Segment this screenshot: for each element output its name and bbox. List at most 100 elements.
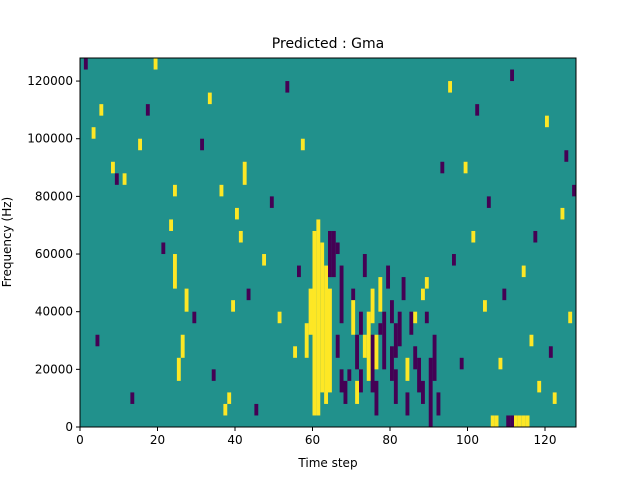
heatmap-cell <box>355 380 360 404</box>
heatmap-cell <box>409 311 414 335</box>
heatmap-cell <box>145 104 150 116</box>
heatmap-cell <box>285 81 290 93</box>
heatmap-cell <box>432 334 437 381</box>
heatmap-cell <box>200 138 205 151</box>
heatmap-cell <box>494 415 499 427</box>
heatmap-cell <box>486 196 491 208</box>
heatmap-cell <box>130 392 135 404</box>
heatmap-cell <box>502 288 507 301</box>
heatmap-cell <box>293 346 298 358</box>
x-tick-label: 20 <box>150 433 165 447</box>
heatmap-cell <box>397 311 402 347</box>
heatmap-cell <box>506 415 511 427</box>
heatmap-cell <box>448 81 453 93</box>
heatmap-cell <box>324 265 329 404</box>
heatmap-cell <box>219 184 224 197</box>
x-tick-label: 60 <box>305 433 320 447</box>
heatmap-cell <box>525 415 530 427</box>
heatmap-cell <box>99 104 104 116</box>
heatmap-cell <box>440 161 445 174</box>
heatmap-cell <box>393 323 398 358</box>
heatmap-cell <box>390 346 394 381</box>
heatmap-cell <box>359 311 363 335</box>
heatmap-cell <box>413 311 418 324</box>
heatmap-cell <box>339 265 344 324</box>
heatmap-cell <box>138 138 143 151</box>
heatmap-cell <box>471 230 476 243</box>
heatmap-cell <box>452 254 456 266</box>
heatmap-cell <box>386 265 391 289</box>
heatmap-cell <box>355 334 360 370</box>
heatmap-cell <box>316 219 321 416</box>
heatmap-cell <box>510 69 515 82</box>
heatmap-cell <box>339 369 344 393</box>
heatmap-cell <box>421 380 425 404</box>
heatmap-cell <box>362 334 367 358</box>
heatmap-cell <box>378 323 383 335</box>
heatmap-cell <box>374 380 379 416</box>
heatmap-cell <box>366 311 371 381</box>
y-tick-label: 60000 <box>35 247 73 261</box>
heatmap-cell <box>176 357 181 381</box>
heatmap-cell <box>417 357 422 393</box>
heatmap-cell <box>122 173 127 185</box>
heatmap-cell <box>413 346 418 370</box>
heatmap-cell <box>343 380 348 404</box>
heatmap-cell <box>483 300 487 312</box>
chart-title: Predicted : Gma <box>272 36 384 52</box>
heatmap-cell <box>238 230 243 243</box>
heatmap-cell <box>277 311 282 324</box>
heatmap-cell <box>211 369 216 381</box>
y-axis-ticks: 0 20000 40000 60000 80000 100000 120000 <box>27 74 80 434</box>
heatmap-cell <box>91 127 96 139</box>
heatmap-cell <box>262 254 267 266</box>
heatmap-cell <box>269 196 274 208</box>
heatmap-cell <box>246 288 251 301</box>
y-tick-label: 80000 <box>35 189 73 203</box>
heatmap-cell <box>475 104 480 116</box>
heatmap-cell <box>459 357 464 370</box>
heatmap-cell <box>374 334 379 370</box>
heatmap-cell <box>173 254 177 289</box>
heatmap-cell <box>390 300 394 324</box>
heatmap-cell <box>300 138 305 151</box>
x-tick-label: 40 <box>227 433 242 447</box>
heatmap-cell <box>328 288 332 393</box>
heatmap-cell <box>207 92 212 105</box>
heatmap-cell <box>568 311 573 324</box>
heatmap-cell <box>153 58 158 70</box>
heatmap-cell <box>95 334 100 347</box>
heatmap-cell <box>382 311 387 370</box>
heatmap-cell <box>308 288 313 335</box>
heatmap-cell <box>254 403 259 416</box>
heatmap-cell <box>401 277 406 301</box>
heatmap-cell <box>223 403 228 416</box>
x-axis-ticks: 0 20 40 60 80 100 120 <box>76 427 556 447</box>
heatmap-cell <box>370 288 375 324</box>
heatmap-cell <box>328 230 332 278</box>
heatmap-cell <box>537 380 542 393</box>
heatmap-cell <box>490 415 495 427</box>
heatmap-cell <box>192 311 197 324</box>
heatmap-cell <box>335 242 340 255</box>
heatmap-cell <box>548 346 553 358</box>
heatmap-cell <box>424 277 429 289</box>
x-tick-label: 120 <box>534 433 557 447</box>
y-tick-label: 0 <box>65 420 73 434</box>
heatmap-cell <box>359 369 363 393</box>
heatmap-cell <box>521 265 526 278</box>
heatmap-cell <box>227 392 232 404</box>
heatmap-cell <box>169 219 174 231</box>
heatmap-cell <box>572 184 577 197</box>
heatmap-cell <box>111 161 115 174</box>
heatmap-cell <box>393 369 398 404</box>
heatmap-cell <box>405 357 410 381</box>
y-tick-label: 40000 <box>35 305 73 319</box>
heatmap-cell <box>312 230 317 416</box>
heatmap-cell <box>161 242 166 255</box>
heatmap-cell <box>405 392 410 416</box>
heatmap-cell <box>517 415 522 427</box>
heatmap-cell <box>180 334 185 358</box>
